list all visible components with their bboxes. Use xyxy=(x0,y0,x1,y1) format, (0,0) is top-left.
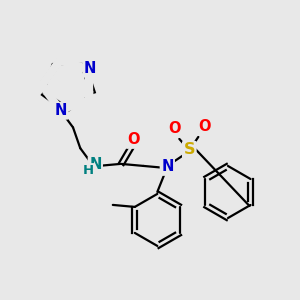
Text: N: N xyxy=(84,61,96,76)
Text: O: O xyxy=(198,119,211,134)
Text: N: N xyxy=(161,159,173,174)
Text: H: H xyxy=(83,164,94,177)
Text: S: S xyxy=(184,142,195,158)
Text: N: N xyxy=(89,158,101,172)
Text: O: O xyxy=(168,122,181,136)
Text: N: N xyxy=(55,103,67,118)
Text: O: O xyxy=(127,132,140,147)
